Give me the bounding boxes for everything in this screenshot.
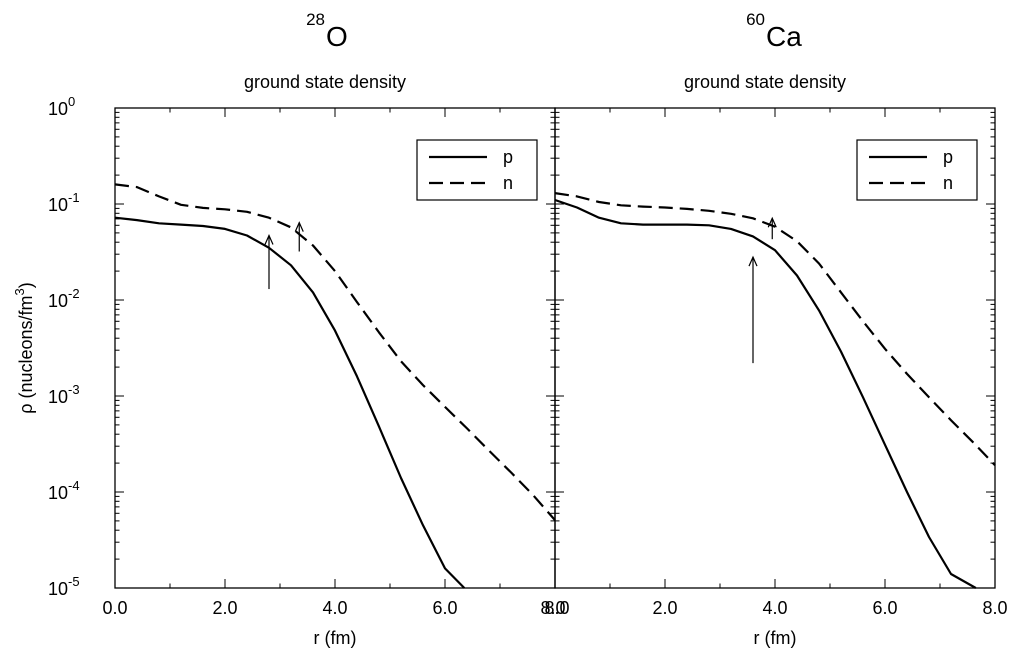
y-tick-exponent: -2 [68, 286, 80, 301]
x-axis-label: r (fm) [314, 628, 357, 648]
legend-label-n: n [943, 173, 953, 193]
y-tick-label: 10-2 [48, 286, 80, 311]
x-tick-label: 4.0 [322, 598, 347, 618]
y-tick-label: 10-4 [48, 478, 80, 503]
y-axis-label-main: ρ (nucleons/fm [16, 295, 36, 413]
annotation-arrow-head [767, 216, 777, 228]
y-tick-base: 10 [48, 99, 68, 119]
title-element: O [326, 21, 348, 52]
subtitle: ground state density [244, 72, 406, 92]
x-axis-label: r (fm) [754, 628, 797, 648]
y-tick-base: 10 [48, 195, 68, 215]
legend-label-p: p [943, 147, 953, 167]
x-tick-label: 2.0 [652, 598, 677, 618]
x-tick-label: 6.0 [432, 598, 457, 618]
x-tick-label: 8.0 [982, 598, 1007, 618]
y-tick-exponent: -1 [68, 190, 80, 205]
y-tick-exponent: -4 [68, 478, 80, 493]
annotation-arrow-head [748, 255, 758, 267]
x-tick-label: 8.0 [544, 598, 569, 618]
annotation-arrow-head [294, 221, 304, 232]
series-line-n [114, 183, 556, 521]
x-tick-label: 6.0 [872, 598, 897, 618]
legend-label-n: n [503, 173, 513, 193]
legend-box [416, 139, 538, 201]
y-axis-label: ρ (nucleons/fm3) [12, 282, 36, 414]
x-tick-label: 4.0 [762, 598, 787, 618]
y-tick-label: 100 [48, 94, 75, 119]
y-tick-base: 10 [48, 387, 68, 407]
title-mass-number: 60 [746, 10, 765, 29]
y-tick-exponent: -5 [68, 574, 80, 589]
series-line-n [554, 192, 996, 466]
y-tick-exponent: -3 [68, 382, 80, 397]
y-tick-base: 10 [48, 579, 68, 599]
y-axis-label-sup: 3 [12, 288, 27, 295]
y-tick-base: 10 [48, 483, 68, 503]
legend-label-p: p [503, 147, 513, 167]
annotation-arrow-head [264, 234, 274, 245]
y-tick-label: 10-1 [48, 190, 80, 215]
series-line-p [554, 198, 977, 589]
x-tick-label: 8.0 [540, 598, 565, 618]
y-axis-label-close: ) [16, 282, 36, 288]
series-line-p [114, 216, 466, 589]
y-tick-label: 10-5 [48, 574, 80, 599]
title-mass-number: 28 [306, 10, 325, 29]
x-tick-label: 2.0 [212, 598, 237, 618]
legend-box [856, 139, 978, 201]
subtitle: ground state density [684, 72, 846, 92]
y-tick-exponent: 0 [68, 94, 75, 109]
y-tick-label: 10-3 [48, 382, 80, 407]
title-element: Ca [766, 21, 802, 52]
x-tick-label: 0.0 [102, 598, 127, 618]
y-tick-base: 10 [48, 291, 68, 311]
